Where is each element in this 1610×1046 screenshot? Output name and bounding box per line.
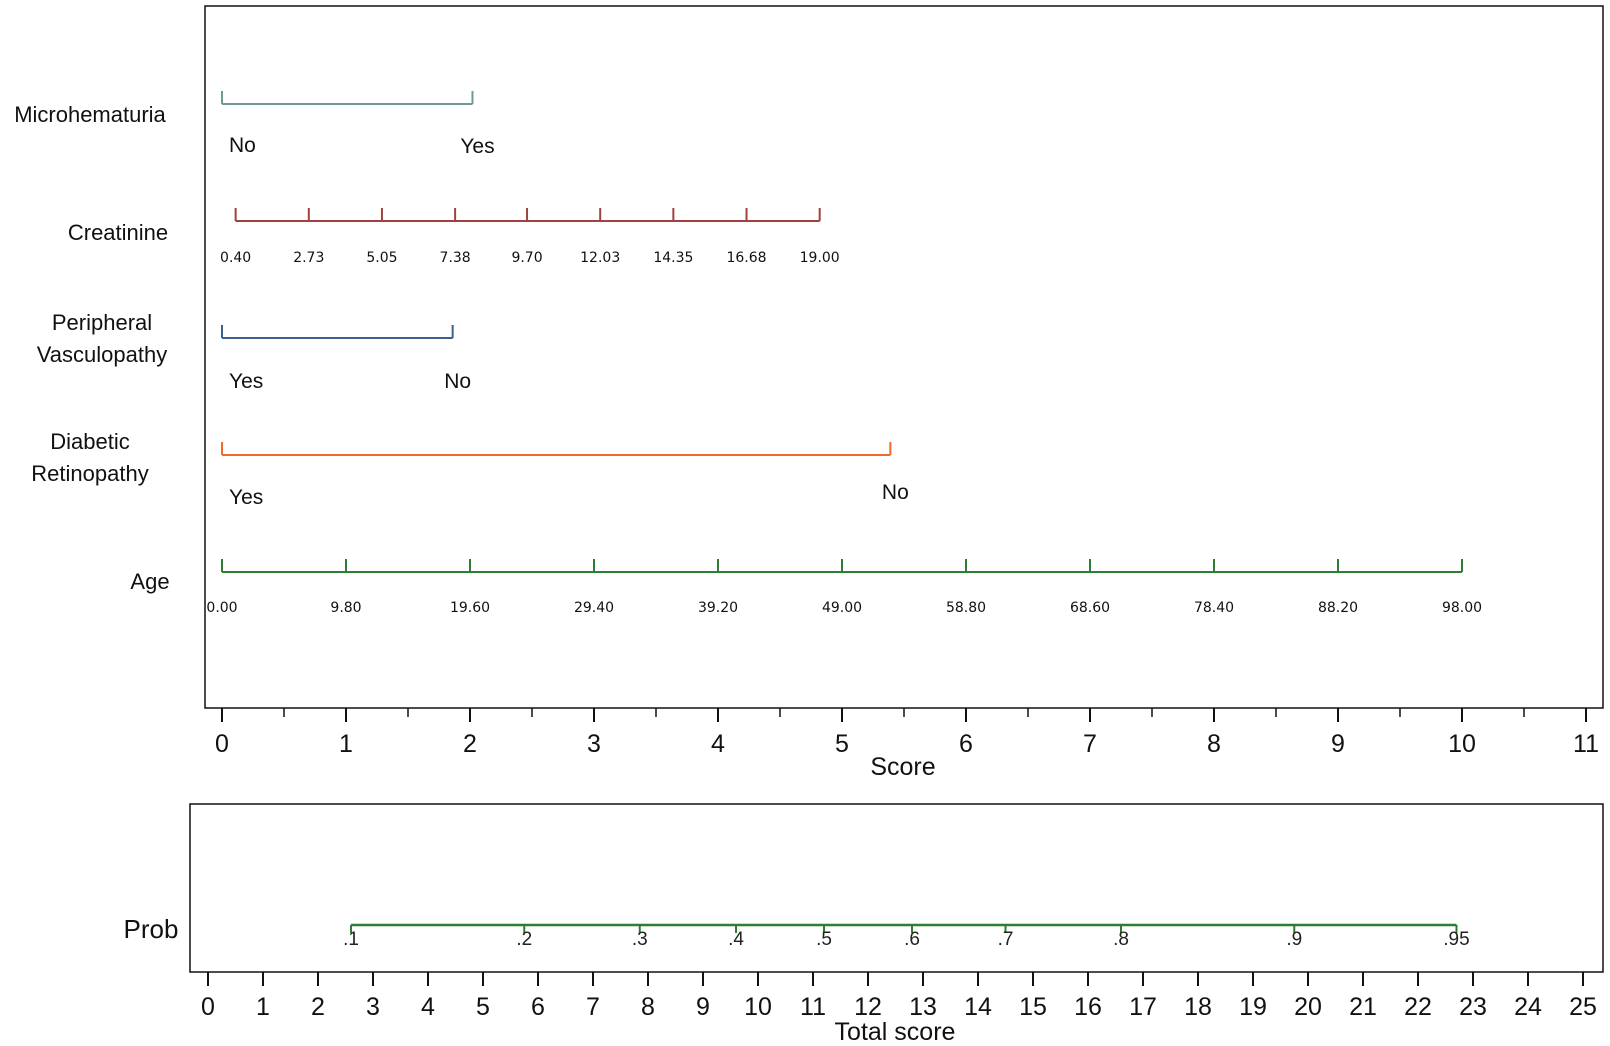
variable-tick-label-creatinine: 7.38 <box>440 250 471 266</box>
total-axis-tick-label: 22 <box>1404 993 1432 1021</box>
total-axis-tick-label: 18 <box>1184 993 1212 1021</box>
score-axis-tick-label: 1 <box>339 730 353 758</box>
total-score-axis: 0 1 2 3 4 5 6 7 8 9 10 11 12 13 14 15 16 17 18 19 20 21 22 23 24… <box>201 972 1597 1021</box>
variable-name-peripheral-vasculopathy: Peripheral <box>52 310 152 335</box>
total-axis-tick-label: 2 <box>311 993 325 1021</box>
variable-age: Age 0.00 9.80 19.60 29.40 39.20 49.00 58.80 68.6… <box>130 559 1482 616</box>
total-axis-tick-label: 10 <box>744 993 772 1021</box>
score-axis-tick-label: 4 <box>711 730 725 758</box>
prob-scale: .1 .2 .3 .4 .5 .6 .7 .8 .9 .95 <box>343 923 1470 950</box>
score-axis-tick-label: 8 <box>1207 730 1221 758</box>
prob-tick-label: .8 <box>1113 929 1129 950</box>
prob-tick-label: .2 <box>516 929 532 950</box>
prob-panel-frame <box>189 803 1604 973</box>
variable-tick-label-creatinine: 14.35 <box>653 250 693 266</box>
total-axis-tick-label: 4 <box>421 993 435 1021</box>
variable-tick-label-age: 88.20 <box>1318 600 1358 616</box>
total-axis-tick-label: 12 <box>854 993 882 1021</box>
variable-tick-label-microhematuria: No <box>229 134 256 157</box>
variable-tick-label-age: 68.60 <box>1070 600 1110 616</box>
total-axis-tick-label: 24 <box>1514 993 1542 1021</box>
variable-tick-label-microhematuria: Yes <box>460 135 494 158</box>
variable-tick-label-peripheral-vasculopathy: No <box>444 370 471 393</box>
variable-name-diabetic-retinopathy: Retinopathy <box>31 461 148 486</box>
variable-name-creatinine: Creatinine <box>68 220 168 245</box>
score-panel-frame <box>204 5 1604 709</box>
variable-tick-label-age: 19.60 <box>450 600 490 616</box>
score-axis-tick-label: 5 <box>835 730 849 758</box>
total-axis-tick-label: 25 <box>1569 993 1597 1021</box>
variables-layer: Microhematuria No Yes Creatinine 0.40 2.73 5.0… <box>14 91 1482 616</box>
total-axis-tick-label: 21 <box>1349 993 1377 1021</box>
variable-tick-label-creatinine: 19.00 <box>800 250 840 266</box>
total-axis-tick-label: 8 <box>641 993 655 1021</box>
variable-name-microhematuria: Microhematuria <box>14 102 166 127</box>
score-axis-tick-label: 11 <box>1573 730 1599 758</box>
variable-tick-label-age: 98.00 <box>1442 600 1482 616</box>
total-axis-tick-label: 17 <box>1129 993 1157 1021</box>
variable-tick-label-creatinine: 12.03 <box>580 250 620 266</box>
total-axis-tick-label: 13 <box>909 993 937 1021</box>
score-axis-tick-label: 10 <box>1448 730 1476 758</box>
variable-tick-label-age: 49.00 <box>822 600 862 616</box>
prob-tick-label: .1 <box>343 929 359 950</box>
total-axis-tick-label: 15 <box>1019 993 1047 1021</box>
score-axis-tick-label: 0 <box>215 730 229 758</box>
variable-diabetic-retinopathy: Diabetic Retinopathy Yes No <box>31 429 909 509</box>
prob-tick-label: .6 <box>904 929 920 950</box>
variable-peripheral-vasculopathy: Peripheral Vasculopathy Yes No <box>37 310 471 393</box>
total-axis-tick-label: 7 <box>586 993 600 1021</box>
prob-tick-label: .95 <box>1443 929 1469 950</box>
variable-tick-label-age: 9.80 <box>330 600 361 616</box>
variable-name-peripheral-vasculopathy: Vasculopathy <box>37 342 167 367</box>
total-axis-tick-label: 23 <box>1459 993 1487 1021</box>
prob-tick-label: .7 <box>998 929 1014 950</box>
total-score-axis-title: Total score <box>835 1018 956 1046</box>
variable-tick-label-creatinine: 0.40 <box>220 250 251 266</box>
variable-tick-label-age: 58.80 <box>946 600 986 616</box>
score-axis: 0 1 2 3 4 5 6 7 8 9 10 11 <box>215 708 1599 758</box>
prob-tick-label: .4 <box>728 929 744 950</box>
total-axis-tick-label: 6 <box>531 993 545 1021</box>
total-axis-tick-label: 19 <box>1239 993 1267 1021</box>
total-axis-tick-label: 11 <box>800 993 826 1021</box>
variable-tick-label-creatinine: 9.70 <box>511 250 542 266</box>
score-axis-title: Score <box>870 753 935 781</box>
variable-tick-label-peripheral-vasculopathy: Yes <box>229 370 263 393</box>
variable-tick-label-diabetic-retinopathy: No <box>882 481 909 504</box>
prob-label: Prob <box>124 914 179 944</box>
score-axis-tick-label: 2 <box>463 730 477 758</box>
variable-tick-label-creatinine: 16.68 <box>726 250 766 266</box>
prob-tick-label: .3 <box>632 929 648 950</box>
variable-tick-label-age: 39.20 <box>698 600 738 616</box>
total-axis-tick-label: 20 <box>1294 993 1322 1021</box>
score-axis-tick-label: 6 <box>959 730 973 758</box>
variable-microhematuria: Microhematuria No Yes <box>14 91 495 158</box>
total-axis-tick-label: 5 <box>476 993 490 1021</box>
prob-tick-label: .5 <box>816 929 832 950</box>
total-axis-tick-label: 0 <box>201 993 215 1021</box>
variable-name-age: Age <box>130 569 169 594</box>
score-axis-tick-label: 7 <box>1083 730 1097 758</box>
total-axis-tick-label: 14 <box>964 993 992 1021</box>
variable-tick-label-diabetic-retinopathy: Yes <box>229 486 263 509</box>
variable-name-diabetic-retinopathy: Diabetic <box>50 429 129 454</box>
total-axis-tick-label: 9 <box>696 993 710 1021</box>
variable-tick-label-age: 78.40 <box>1194 600 1234 616</box>
total-axis-tick-label: 3 <box>366 993 380 1021</box>
variable-creatinine: Creatinine 0.40 2.73 5.05 7.38 9.70 12.03 14.35… <box>68 208 840 266</box>
score-axis-tick-label: 9 <box>1331 730 1345 758</box>
variable-tick-label-age: 29.40 <box>574 600 614 616</box>
score-axis-tick-label: 3 <box>587 730 601 758</box>
total-axis-tick-label: 16 <box>1074 993 1102 1021</box>
variable-tick-label-creatinine: 5.05 <box>366 250 397 266</box>
prob-tick-label: .9 <box>1286 929 1302 950</box>
total-axis-tick-label: 1 <box>256 993 270 1021</box>
variable-tick-label-age: 0.00 <box>206 600 237 616</box>
variable-tick-label-creatinine: 2.73 <box>293 250 324 266</box>
